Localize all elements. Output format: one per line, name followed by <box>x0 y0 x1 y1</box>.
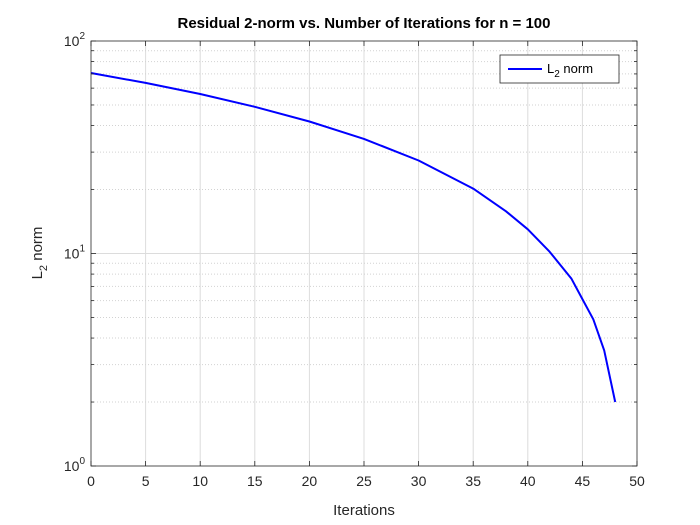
legend-label-subscript: 2 <box>554 69 560 80</box>
y-axis-label-subscript: 2 <box>38 265 50 271</box>
x-axis-label: Iterations <box>333 502 395 519</box>
x-tick-label: 0 <box>87 473 95 489</box>
grid-lines <box>91 41 637 466</box>
y-axis-label: L2 norm <box>29 227 50 280</box>
x-tick-label: 30 <box>411 473 427 489</box>
x-tick-label: 40 <box>520 473 536 489</box>
x-tick-label: 10 <box>192 473 208 489</box>
tick-layer: 0 5 10 15 20 25 30 35 40 45 50 100 101 102 <box>64 31 645 489</box>
legend-label-base: L <box>547 61 554 76</box>
x-tick-label: 50 <box>629 473 645 489</box>
legend-label-rest: norm <box>560 61 593 76</box>
x-tick-label: 5 <box>142 473 150 489</box>
x-tick-label: 45 <box>575 473 591 489</box>
y-axis-label-base: L <box>29 271 46 279</box>
legend-label: L2 norm <box>547 61 593 80</box>
series-layer <box>90 72 617 403</box>
y-axis-label-rest: norm <box>29 227 46 265</box>
x-tick-label: 25 <box>356 473 372 489</box>
y-tick-label: 100 <box>64 456 86 474</box>
series-line-l2-norm <box>90 72 617 403</box>
legend: L2 norm <box>499 54 620 84</box>
y-tick-label: 102 <box>64 31 86 49</box>
x-tick-label: 20 <box>302 473 318 489</box>
x-tick-label: 35 <box>465 473 481 489</box>
chart-title: Residual 2-norm vs. Number of Iterations… <box>177 15 550 32</box>
y-tick-label: 101 <box>64 244 86 262</box>
x-tick-label: 15 <box>247 473 263 489</box>
